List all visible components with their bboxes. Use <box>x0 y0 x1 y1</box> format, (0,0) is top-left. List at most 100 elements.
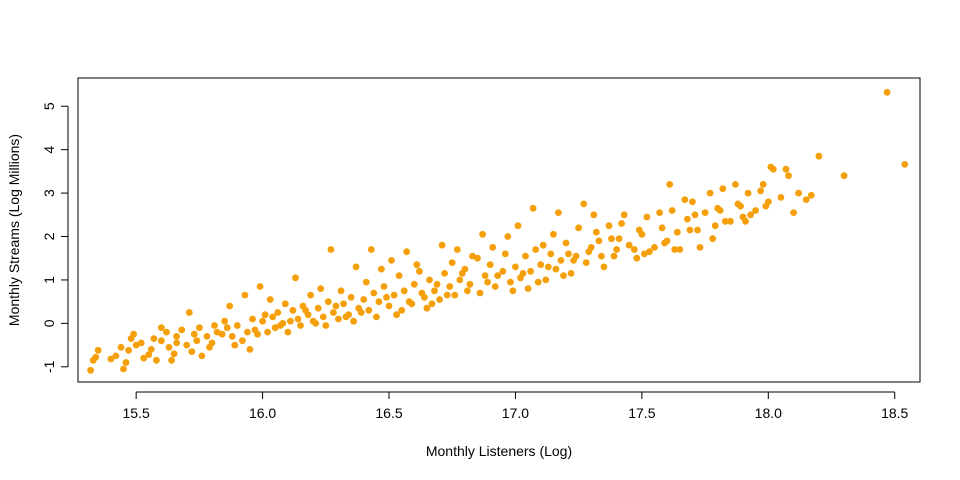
data-point <box>456 276 464 284</box>
data-point <box>302 306 309 314</box>
data-point <box>403 248 411 256</box>
data-point <box>666 181 674 188</box>
data-point <box>239 337 246 345</box>
data-point <box>193 337 201 345</box>
data-point <box>249 315 256 323</box>
y-tick-label: 0 <box>41 319 57 327</box>
y-tick-label: 4 <box>41 146 57 154</box>
data-point <box>759 181 767 188</box>
data-point <box>89 356 97 364</box>
data-point <box>691 211 699 219</box>
data-point <box>317 285 325 292</box>
x-tick-label: 15.5 <box>123 405 150 421</box>
data-point <box>378 265 385 273</box>
data-point <box>233 322 241 329</box>
data-point <box>443 291 451 299</box>
data-point <box>158 337 165 345</box>
data-point <box>292 274 299 282</box>
data-point <box>618 220 625 227</box>
data-point <box>198 352 206 360</box>
data-point <box>436 296 443 303</box>
y-tick-label: -1 <box>41 360 57 373</box>
data-point <box>529 204 537 212</box>
data-point <box>173 339 181 347</box>
data-point <box>107 355 115 363</box>
data-point <box>580 200 588 208</box>
data-point <box>466 280 474 288</box>
y-axis-label: Monthly Streams (Log Millions) <box>6 134 22 326</box>
data-point <box>489 244 497 251</box>
data-point <box>744 189 752 197</box>
data-point <box>416 267 423 275</box>
plot-frame <box>77 77 921 383</box>
data-point <box>491 283 499 290</box>
data-point <box>458 270 466 277</box>
data-point <box>271 324 279 332</box>
data-point <box>501 250 509 258</box>
data-point <box>375 298 383 306</box>
data-point <box>289 306 297 314</box>
data-point <box>757 187 765 195</box>
data-point <box>504 233 512 240</box>
data-point <box>117 343 125 351</box>
data-point <box>441 270 448 277</box>
data-point <box>140 354 148 362</box>
data-point <box>168 356 176 364</box>
data-point <box>562 239 570 247</box>
data-point <box>380 283 388 290</box>
data-point <box>122 359 130 366</box>
data-point <box>332 302 340 310</box>
data-point <box>625 241 633 249</box>
data-point <box>689 198 696 206</box>
data-point <box>188 348 196 355</box>
data-point <box>512 263 519 271</box>
data-point <box>807 191 815 199</box>
x-axis-label: Monthly Listeners (Log) <box>426 443 572 459</box>
data-point <box>383 293 390 301</box>
data-point <box>352 263 360 271</box>
data-point <box>428 300 436 308</box>
data-point <box>615 235 623 243</box>
data-point <box>284 328 292 336</box>
data-point <box>183 341 191 349</box>
x-tick-label: 16.5 <box>375 405 402 421</box>
data-point <box>342 313 350 321</box>
data-point <box>595 237 603 245</box>
data-point <box>542 276 550 284</box>
data-point <box>673 228 681 236</box>
data-point <box>112 352 120 360</box>
data-point <box>681 196 689 204</box>
data-point <box>590 211 598 219</box>
data-point <box>534 278 542 286</box>
data-point <box>228 333 236 340</box>
data-point <box>241 291 249 299</box>
data-point <box>94 346 102 354</box>
data-point <box>158 324 165 332</box>
data-point <box>385 302 393 310</box>
data-point <box>261 311 269 319</box>
data-point <box>231 341 239 349</box>
data-point <box>883 88 891 96</box>
data-point <box>600 263 608 271</box>
data-point <box>185 309 193 316</box>
data-point <box>330 309 337 316</box>
data-point <box>620 211 628 219</box>
data-point <box>742 217 749 225</box>
data-point <box>87 366 94 374</box>
data-point <box>203 333 211 340</box>
data-point <box>782 165 790 173</box>
data-point <box>423 304 431 312</box>
data-point <box>390 291 398 299</box>
data-point <box>408 300 416 308</box>
data-point <box>170 350 178 358</box>
data-point <box>400 287 408 295</box>
data-point <box>532 246 540 253</box>
data-point <box>147 346 155 353</box>
data-point <box>656 209 663 217</box>
data-point <box>211 322 218 329</box>
data-point <box>340 300 347 308</box>
data-point <box>479 230 486 238</box>
data-point <box>453 246 461 253</box>
data-point <box>509 287 517 295</box>
